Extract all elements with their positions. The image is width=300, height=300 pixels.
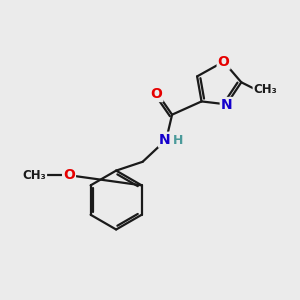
Text: N: N	[221, 98, 232, 112]
Text: H: H	[173, 134, 184, 147]
Text: O: O	[218, 55, 230, 69]
Text: O: O	[151, 87, 162, 101]
Text: O: O	[63, 168, 75, 182]
Text: N: N	[159, 133, 170, 147]
Text: CH₃: CH₃	[22, 169, 46, 182]
Text: CH₃: CH₃	[254, 83, 277, 96]
